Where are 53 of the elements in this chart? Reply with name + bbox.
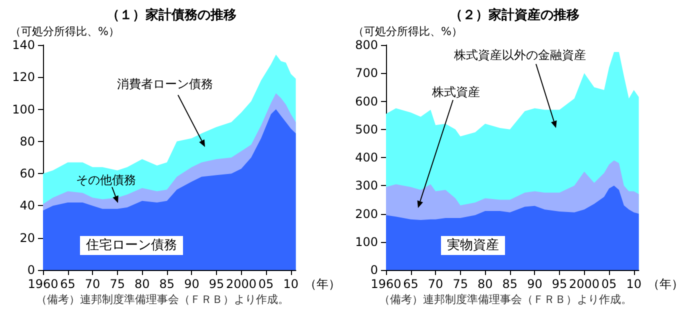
x-tick-label: 1960 xyxy=(370,277,402,291)
y-tick-label: 500 xyxy=(355,122,378,136)
text: （備考）連邦制度準備理事会（ＦＲＢ）より作成。 xyxy=(36,293,289,306)
series-label: 実物資産 xyxy=(447,237,499,253)
x-tick-label: 75 xyxy=(110,277,125,291)
x-tick-label: 80 xyxy=(134,277,150,291)
x-tick-label: 2000 xyxy=(226,277,257,291)
y-tick-label: 120 xyxy=(12,70,35,84)
y-axis-title: （可処分所得比、%） xyxy=(10,25,120,38)
y-tick-label: 300 xyxy=(355,178,378,193)
x-tick-label: 80 xyxy=(477,277,493,291)
x-tick-label: 85 xyxy=(502,277,518,291)
y-tick-label: 0 xyxy=(27,263,35,277)
text: 消費者ローン債務 xyxy=(117,77,213,91)
x-tick-label: 65 xyxy=(403,277,418,291)
series-label: その他債務 xyxy=(76,173,136,187)
y-tick-label: 60 xyxy=(20,166,35,181)
x-tick-label: 05 xyxy=(601,277,617,291)
x-axis-title: （年） xyxy=(304,277,340,291)
x-tick-label: 70 xyxy=(84,277,100,291)
y-tick-label: 20 xyxy=(20,230,35,245)
chart-title: （１）家計債務の推移 xyxy=(106,7,236,23)
series-label: 住宅ローン債務 xyxy=(85,237,177,253)
x-tick-label: 70 xyxy=(428,277,444,291)
x-tick-label: 90 xyxy=(527,277,542,291)
x-tick-label: 95 xyxy=(552,277,568,291)
x-tick-label: 05 xyxy=(258,277,274,291)
y-tick-label: 700 xyxy=(355,66,378,80)
y-tick-label: 0 xyxy=(370,263,378,277)
x-tick-label: 90 xyxy=(184,277,200,291)
y-tick-label: 140 xyxy=(12,38,35,52)
y-tick-label: 400 xyxy=(355,150,378,164)
x-tick-label: 10 xyxy=(626,277,642,291)
y-tick-label: 40 xyxy=(20,198,35,213)
x-tick-label: 65 xyxy=(60,277,76,291)
text: 株式資産 xyxy=(431,85,480,99)
chart-title: （２）家計資産の推移 xyxy=(450,7,580,23)
y-tick-label: 100 xyxy=(12,102,35,116)
x-tick-label: 85 xyxy=(159,277,175,291)
series-label: 株式資産以外の金融資産 xyxy=(453,48,586,62)
x-axis-title: （年） xyxy=(647,277,684,291)
x-tick-label: 2000 xyxy=(569,277,600,291)
x-tick-label: 75 xyxy=(452,277,468,291)
y-axis-title: （可処分所得比、%） xyxy=(353,25,462,38)
x-tick-label: 95 xyxy=(208,277,224,291)
x-tick-label: 1960 xyxy=(28,277,58,291)
text: （備考）連邦制度準備理事会（ＦＲＢ）より作成。 xyxy=(379,293,632,306)
y-tick-label: 100 xyxy=(355,234,378,249)
y-tick-label: 600 xyxy=(355,94,378,108)
y-tick-label: 80 xyxy=(20,134,35,148)
y-tick-label: 200 xyxy=(355,206,378,221)
y-tick-label: 800 xyxy=(355,38,378,52)
x-tick-label: 10 xyxy=(283,277,298,291)
